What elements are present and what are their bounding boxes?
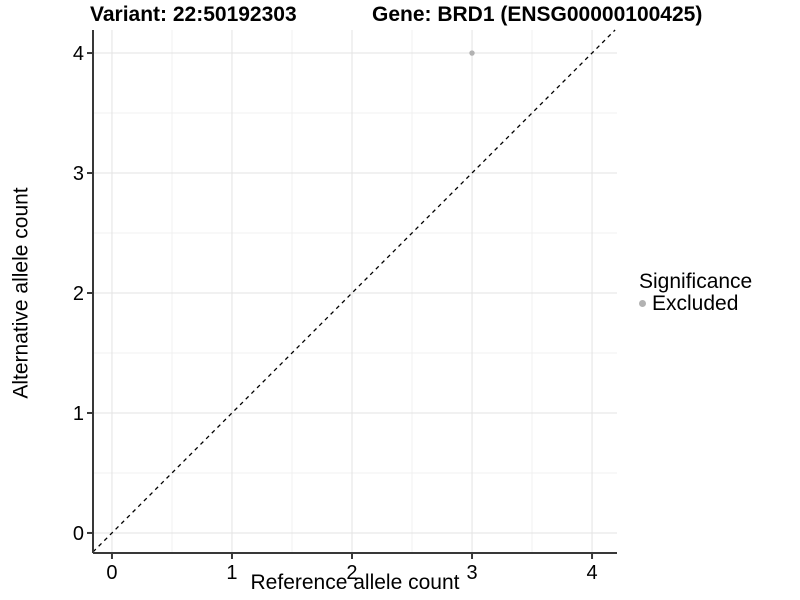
y-axis-title: Alternative allele count [9, 187, 33, 399]
legend-point-icon [639, 300, 646, 307]
legend-title: Significance [639, 270, 753, 293]
variant-title: Variant: 22:50192303 [90, 3, 297, 26]
x-tick-label: 2 [346, 562, 357, 584]
y-tick-label: 4 [73, 43, 84, 65]
x-tick-label: 0 [106, 562, 117, 584]
x-tick-label: 1 [226, 562, 237, 584]
x-tick-label: 3 [466, 562, 477, 584]
y-tick-label: 2 [73, 283, 84, 305]
data-point [469, 50, 475, 56]
y-tick-label: 0 [73, 523, 84, 545]
legend-item-excluded: Excluded [639, 292, 752, 315]
y-tick-label: 3 [73, 163, 84, 185]
legend-item-label: Excluded [652, 292, 739, 315]
y-tick-label: 1 [73, 403, 84, 425]
identity-dashed-line [92, 29, 616, 553]
x-axis-title: Reference allele count [250, 571, 460, 594]
x-tick-label: 4 [586, 562, 597, 584]
gene-title: Gene: BRD1 (ENSG00000100425) [372, 3, 703, 26]
legend: Significance Excluded [639, 270, 753, 315]
